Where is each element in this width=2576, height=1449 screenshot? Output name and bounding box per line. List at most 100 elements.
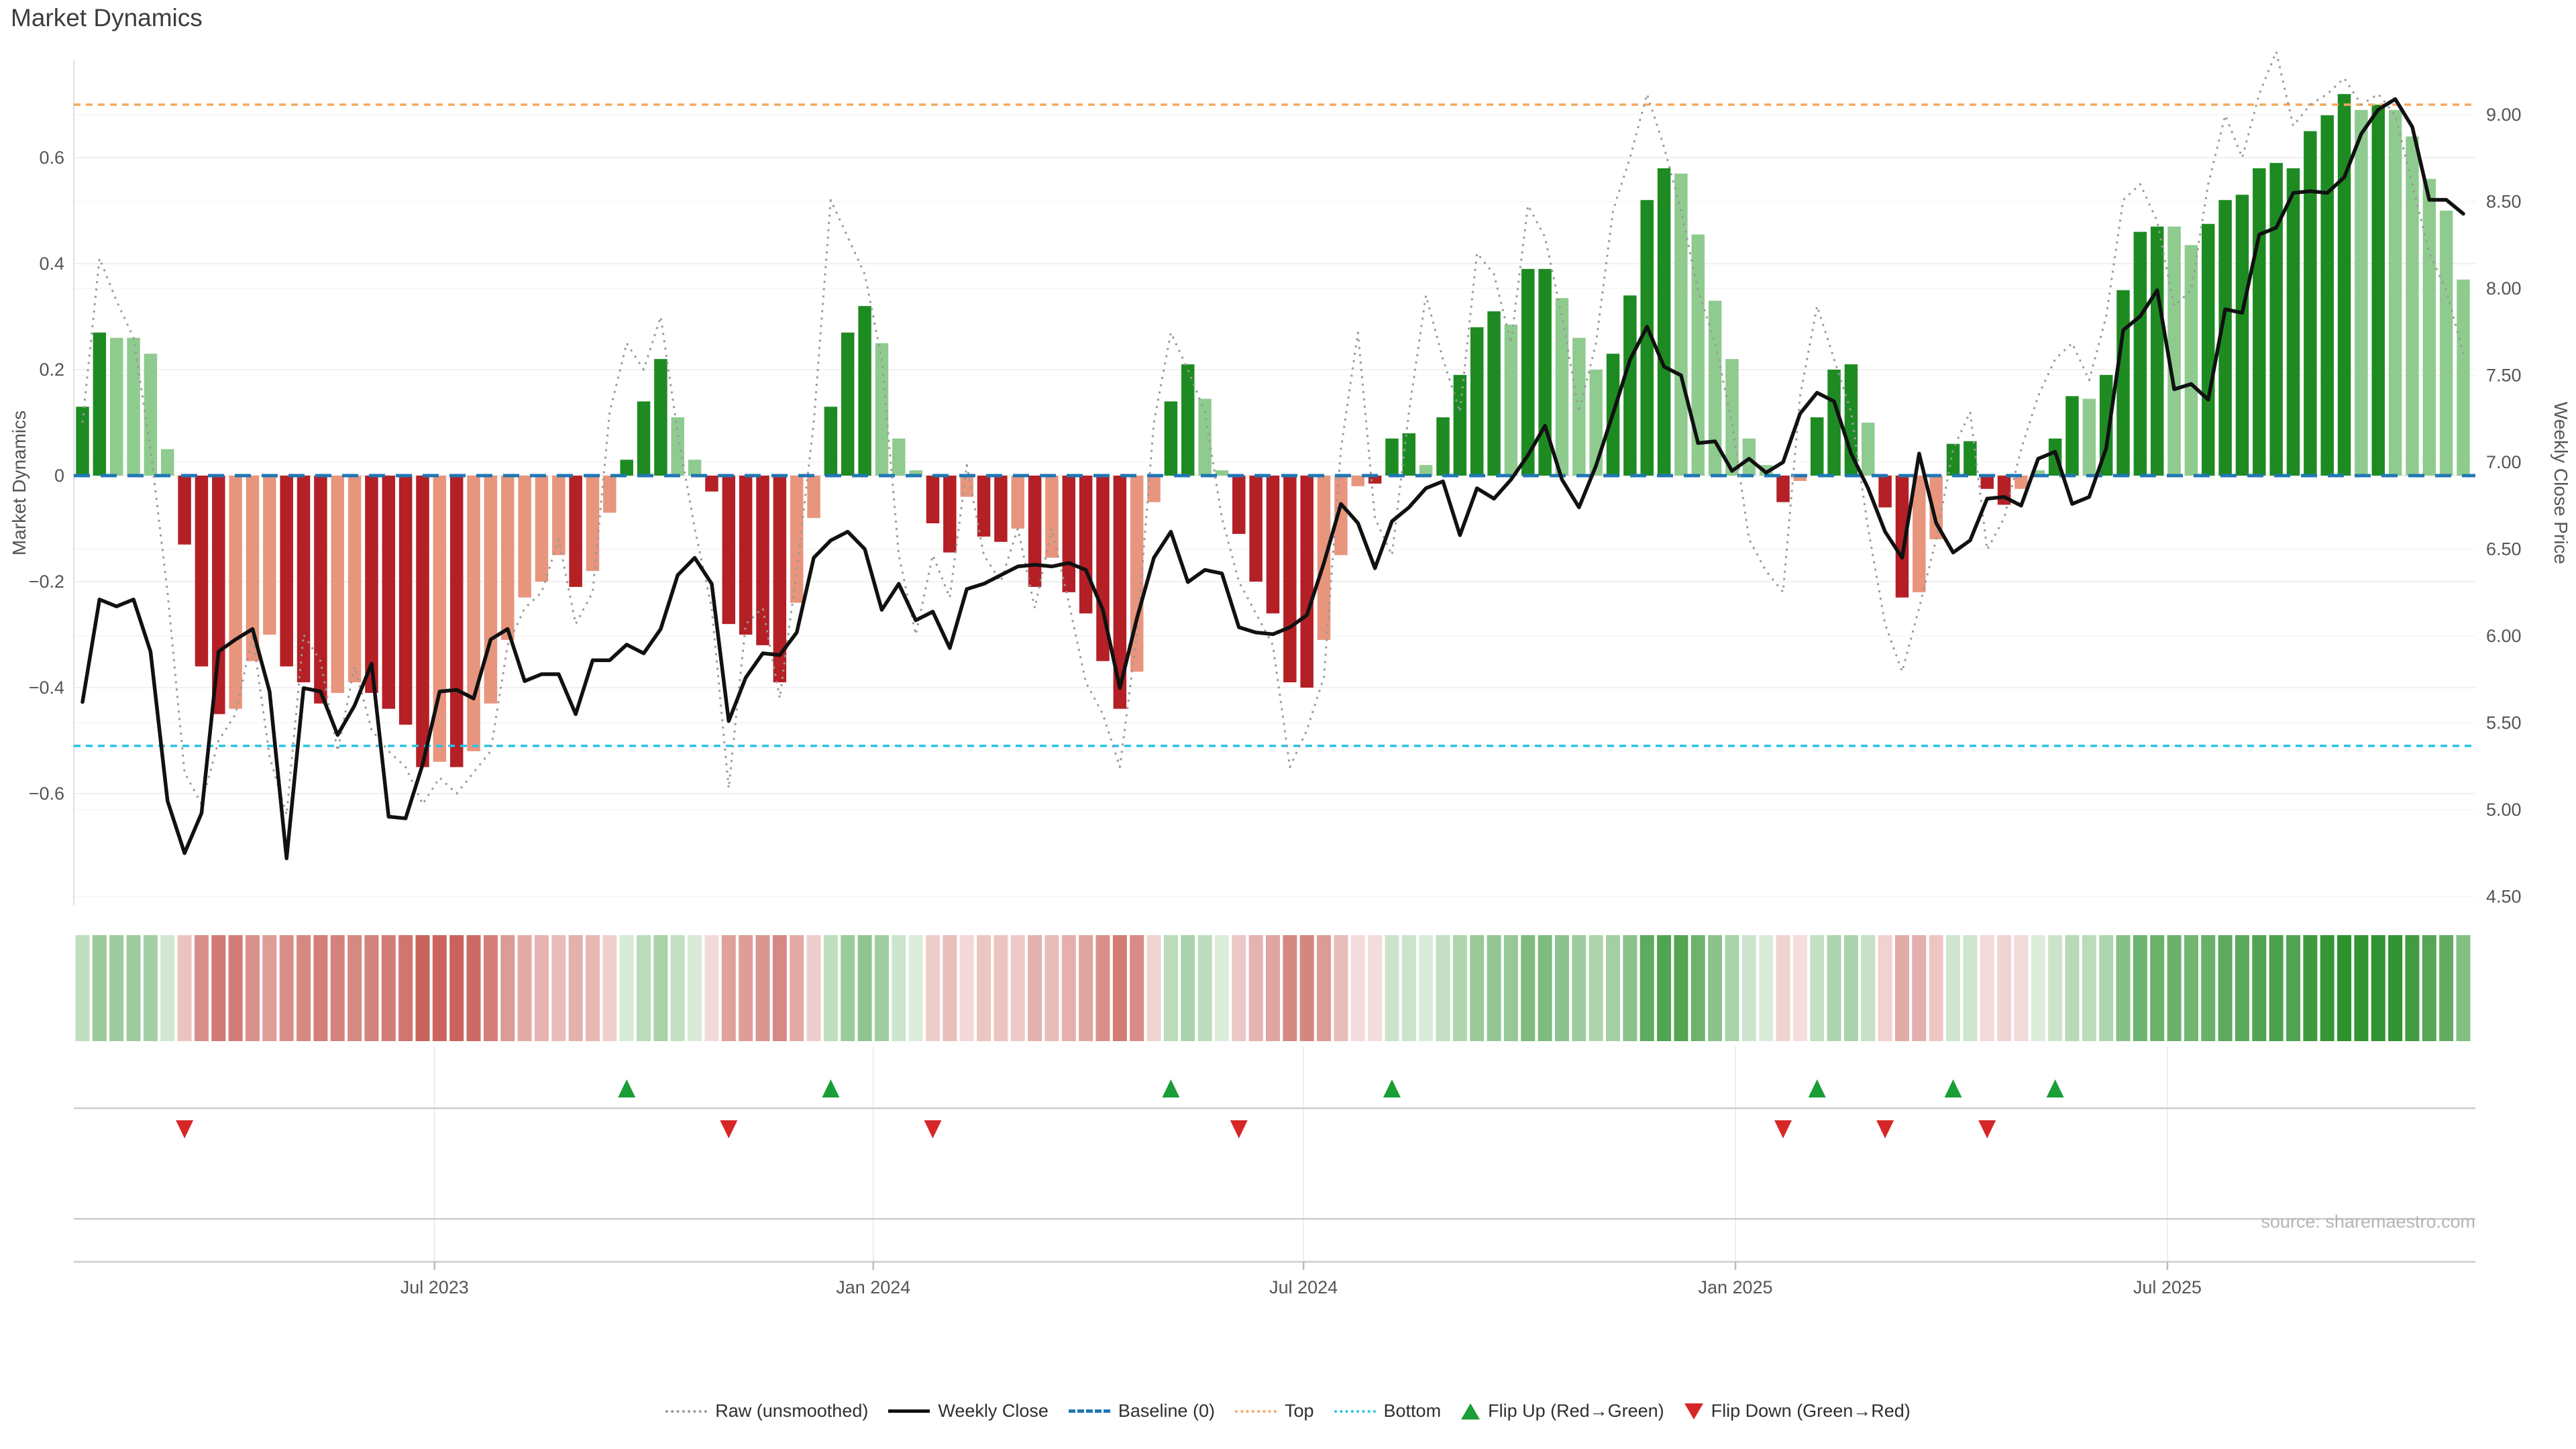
bar bbox=[76, 407, 89, 476]
heatmap-cell bbox=[1503, 935, 1518, 1041]
bar bbox=[875, 343, 889, 476]
bar bbox=[1249, 476, 1263, 582]
bar bbox=[1470, 327, 1484, 476]
heatmap-cell bbox=[2031, 935, 2045, 1041]
bar bbox=[2065, 396, 2079, 476]
heatmap-cell bbox=[1843, 935, 1858, 1041]
flip-up-icon bbox=[822, 1079, 840, 1097]
heatmap-cell bbox=[1112, 935, 1127, 1041]
bar bbox=[1147, 476, 1161, 502]
heatmap-cell bbox=[1299, 935, 1314, 1041]
legend-item[interactable]: Raw (unsmoothed) bbox=[665, 1401, 868, 1421]
bar bbox=[1521, 268, 1535, 476]
bar bbox=[1810, 417, 1824, 476]
bar bbox=[484, 476, 498, 704]
left-tick-label: 0.4 bbox=[39, 254, 64, 274]
bar bbox=[161, 449, 174, 476]
legend-item[interactable]: Weekly Close bbox=[888, 1401, 1049, 1421]
legend-item[interactable]: Flip Up (Red→Green) bbox=[1461, 1401, 1664, 1421]
heatmap-cell bbox=[517, 935, 532, 1041]
bar bbox=[1436, 417, 1450, 476]
heatmap-cell bbox=[1146, 935, 1161, 1041]
flip-down-icon bbox=[924, 1120, 942, 1138]
heatmap-cell bbox=[2218, 935, 2233, 1041]
top-swatch-icon bbox=[1234, 1409, 1277, 1413]
left-axis-ticks: 0.6 0.4 0.2 0 −0.2 −0.4 −0.6 bbox=[29, 148, 64, 804]
bar bbox=[1674, 173, 1688, 476]
bar bbox=[977, 476, 991, 537]
bar bbox=[2304, 131, 2317, 476]
bar bbox=[347, 476, 362, 683]
flip-up-icon bbox=[2046, 1079, 2064, 1097]
heatmap-cell bbox=[926, 935, 940, 1041]
heatmap-cell bbox=[1929, 935, 1943, 1041]
heatmap-cell bbox=[943, 935, 957, 1041]
bar bbox=[2457, 279, 2470, 476]
bar bbox=[449, 476, 464, 767]
bar bbox=[2388, 109, 2402, 476]
heatmap-cell bbox=[364, 935, 379, 1041]
heatmap-cell bbox=[1878, 935, 1892, 1041]
bar bbox=[1453, 374, 1467, 476]
bar bbox=[1181, 364, 1195, 476]
bar bbox=[246, 476, 260, 661]
bar bbox=[2015, 476, 2028, 489]
heatmap-cell bbox=[381, 935, 396, 1041]
heatmap-cell bbox=[1266, 935, 1280, 1041]
bar bbox=[1164, 401, 1178, 476]
heatmap-cell bbox=[2371, 935, 2385, 1041]
bar bbox=[637, 401, 651, 476]
legend-item[interactable]: Bottom bbox=[1334, 1401, 1441, 1421]
heatmap-cell bbox=[1350, 935, 1365, 1041]
heatmap-cell bbox=[637, 935, 651, 1041]
heatmap-cell bbox=[143, 935, 158, 1041]
heatmap-cell bbox=[1690, 935, 1705, 1041]
bar bbox=[212, 476, 225, 714]
right-tick-label: 8.00 bbox=[2486, 278, 2522, 299]
heatmap-cell bbox=[246, 935, 260, 1041]
left-tick-label: 0.2 bbox=[39, 360, 64, 380]
heatmap-cell bbox=[1452, 935, 1467, 1041]
heatmap-cell bbox=[994, 935, 1008, 1041]
legend-item[interactable]: Baseline (0) bbox=[1068, 1401, 1215, 1421]
bar bbox=[2133, 231, 2147, 476]
legend-item[interactable]: Flip Down (Green→Red) bbox=[1684, 1401, 1911, 1421]
bar bbox=[705, 476, 718, 492]
bar bbox=[1964, 441, 1977, 476]
raw-swatch-icon bbox=[665, 1409, 708, 1413]
heatmap-cell bbox=[228, 935, 243, 1041]
bar bbox=[569, 476, 582, 587]
heatmap-cell bbox=[1674, 935, 1688, 1041]
bar bbox=[2031, 470, 2045, 476]
heatmap-cell bbox=[2235, 935, 2249, 1041]
heatmap-cell bbox=[2252, 935, 2267, 1041]
heatmap-cell bbox=[1521, 935, 1536, 1041]
heatmap-cell bbox=[670, 935, 685, 1041]
bar bbox=[195, 476, 209, 667]
flip-down-icon bbox=[176, 1120, 194, 1138]
heatmap-cell bbox=[1401, 935, 1416, 1041]
heatmap-cell bbox=[1861, 935, 1876, 1041]
bar bbox=[1504, 324, 1518, 476]
bar bbox=[1691, 234, 1705, 476]
heatmap-cell bbox=[977, 935, 991, 1041]
legend-label: Flip Up (Red→Green) bbox=[1488, 1401, 1664, 1421]
right-tick-label: 5.00 bbox=[2486, 800, 2522, 820]
bar bbox=[2253, 168, 2266, 476]
weekly-close-line bbox=[80, 97, 2465, 861]
bar bbox=[1776, 476, 1790, 502]
bar bbox=[756, 476, 769, 645]
heatmap-cell bbox=[1606, 935, 1620, 1041]
x-tick-label: Jul 2025 bbox=[2133, 1277, 2202, 1297]
heatmap-cell bbox=[1538, 935, 1552, 1041]
bar bbox=[552, 476, 566, 555]
heatmap-cell bbox=[1589, 935, 1603, 1041]
bar bbox=[722, 476, 736, 625]
left-tick-label: −0.4 bbox=[29, 678, 64, 698]
heatmap-strip bbox=[75, 935, 2471, 1041]
bar bbox=[1096, 476, 1110, 661]
bar bbox=[1640, 200, 1654, 476]
heatmap-cell bbox=[2405, 935, 2420, 1041]
legend-item[interactable]: Top bbox=[1234, 1401, 1314, 1421]
heatmap-cell bbox=[449, 935, 464, 1041]
